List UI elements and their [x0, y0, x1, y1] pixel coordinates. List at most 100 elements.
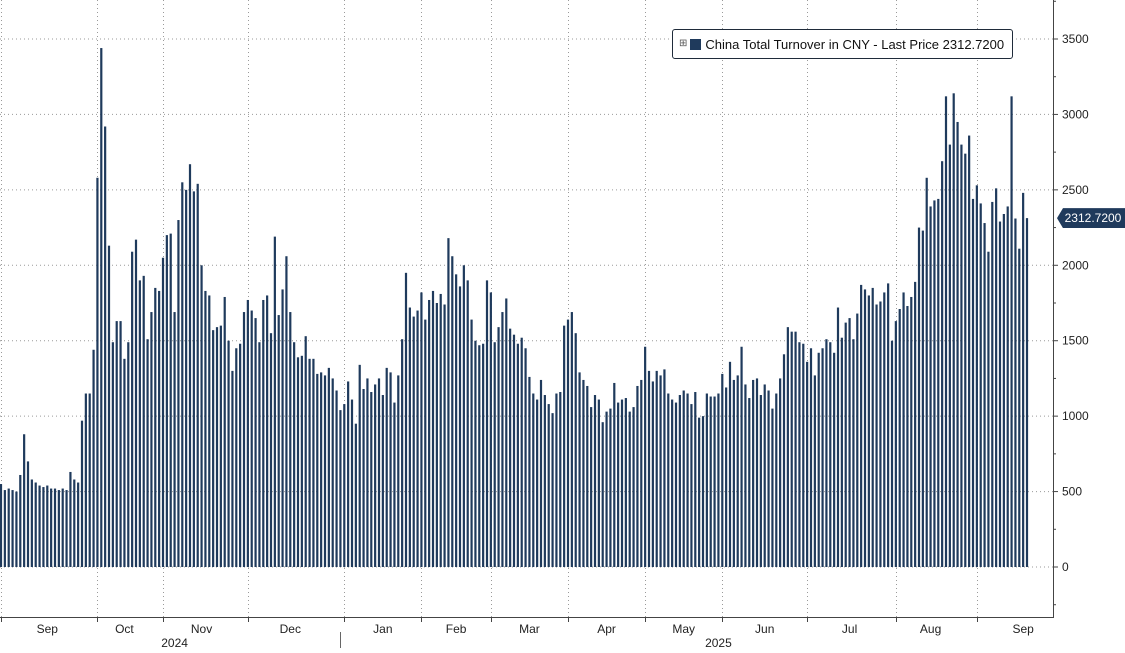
plus-box-icon[interactable]: ⊞: [679, 38, 688, 49]
data-bar: [563, 325, 566, 567]
data-bar: [289, 312, 292, 567]
data-bar: [7, 488, 10, 567]
data-bar: [520, 337, 523, 567]
data-bar: [964, 153, 967, 567]
data-bar: [246, 299, 249, 567]
data-bar: [1006, 206, 1009, 567]
x-tick-label: Sep: [37, 622, 59, 636]
data-bar: [80, 420, 84, 567]
data-bar: [767, 390, 770, 567]
data-bar: [447, 238, 450, 567]
data-bar: [512, 334, 516, 567]
data-bar: [458, 286, 462, 567]
data-bar: [717, 393, 720, 567]
x-tick-label: Dec: [280, 622, 301, 636]
data-bar: [489, 292, 492, 567]
data-bar: [478, 345, 481, 567]
data-bar: [150, 312, 153, 567]
data-bar: [674, 402, 678, 567]
data-bar: [867, 295, 870, 567]
data-bar: [829, 342, 832, 567]
data-bar: [354, 423, 357, 567]
data-bar: [543, 395, 546, 567]
data-bar: [547, 404, 550, 567]
data-bar: [181, 182, 184, 567]
data-bar: [798, 342, 801, 567]
data-bar: [227, 340, 230, 567]
data-bar: [42, 487, 45, 567]
data-bar: [516, 343, 519, 567]
chart-legend[interactable]: ⊞ China Total Turnover in CNY - Last Pri…: [672, 29, 1014, 59]
data-bar: [566, 319, 570, 567]
data-bar: [833, 352, 836, 567]
data-bar: [77, 482, 80, 567]
data-bar: [34, 482, 37, 567]
data-bar: [875, 304, 878, 567]
data-bar: [682, 390, 685, 567]
data-bar: [366, 378, 369, 567]
x-tick-label: Jan: [373, 622, 392, 636]
data-bar: [574, 333, 577, 567]
data-bar: [848, 318, 851, 567]
year-label: 2025: [705, 636, 732, 648]
data-bar: [323, 375, 327, 567]
data-bar: [821, 348, 824, 567]
data-bar: [73, 479, 76, 567]
data-bar: [285, 256, 288, 567]
data-bar: [840, 337, 843, 567]
data-bar: [173, 312, 176, 567]
data-bar: [813, 375, 816, 567]
data-bar: [296, 357, 300, 567]
y-tick-label: 1500: [1062, 334, 1089, 348]
data-bar: [208, 295, 211, 567]
data-bar: [370, 392, 373, 567]
data-bar: [651, 381, 654, 567]
data-bar: [343, 404, 346, 567]
data-bar: [740, 346, 743, 567]
x-tick-label: Mar: [519, 622, 540, 636]
data-bar: [887, 283, 890, 567]
data-bar: [455, 274, 458, 567]
data-bar: [883, 292, 886, 567]
data-bar: [339, 410, 342, 567]
data-bar: [358, 364, 361, 567]
data-bar: [482, 343, 485, 567]
data-bar: [316, 373, 319, 567]
data-bar: [347, 381, 350, 567]
data-bar: [443, 304, 446, 567]
data-bar: [671, 399, 674, 567]
data-bar: [177, 220, 180, 567]
data-bar: [806, 361, 809, 567]
data-bar: [536, 399, 539, 567]
x-tick-label: Nov: [191, 622, 212, 636]
data-bar: [362, 388, 365, 567]
data-bar: [586, 385, 589, 567]
data-bar: [524, 348, 527, 567]
data-bar: [590, 407, 593, 567]
data-bar: [250, 310, 253, 567]
x-tick-label: May: [672, 622, 695, 636]
data-bar: [678, 395, 681, 567]
data-bar: [763, 384, 766, 567]
data-bar: [493, 342, 496, 567]
x-tick-label: Jun: [755, 622, 774, 636]
data-bar: [624, 398, 627, 567]
data-bar: [944, 96, 948, 567]
data-bar: [852, 339, 855, 567]
data-bar: [620, 399, 624, 567]
data-bar: [308, 358, 311, 567]
data-bar: [755, 378, 759, 567]
x-tick-label: Apr: [597, 622, 616, 636]
x-tick-label: Oct: [115, 622, 134, 636]
data-bar: [431, 290, 435, 567]
data-bar: [277, 315, 280, 567]
data-bar: [61, 488, 64, 567]
data-bar: [979, 203, 982, 567]
data-bar: [428, 299, 431, 567]
data-bar: [161, 257, 165, 567]
data-bar: [111, 342, 114, 567]
data-bar: [15, 491, 18, 567]
data-bar: [948, 144, 951, 567]
data-bar: [215, 327, 219, 567]
